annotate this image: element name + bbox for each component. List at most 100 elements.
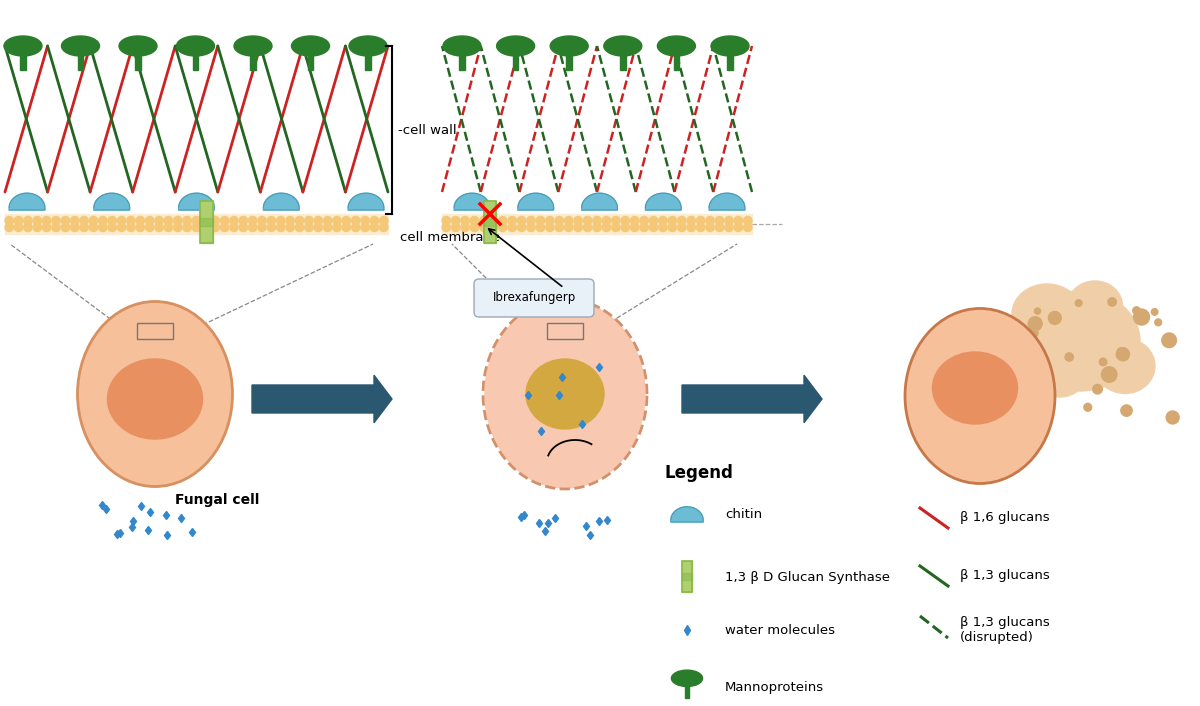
Bar xyxy=(512,50,518,70)
Circle shape xyxy=(1154,319,1162,325)
Bar xyxy=(5,214,388,234)
Circle shape xyxy=(564,223,572,232)
Circle shape xyxy=(556,223,564,232)
Circle shape xyxy=(258,217,266,225)
Circle shape xyxy=(98,223,107,232)
Bar xyxy=(5,24,388,244)
Circle shape xyxy=(71,217,79,225)
Ellipse shape xyxy=(710,36,749,56)
Polygon shape xyxy=(179,193,215,210)
Circle shape xyxy=(442,223,450,232)
Bar xyxy=(566,50,572,70)
Ellipse shape xyxy=(1020,291,1140,391)
Circle shape xyxy=(268,223,276,232)
Circle shape xyxy=(688,217,696,225)
FancyArrow shape xyxy=(252,375,392,423)
Text: β 1,3 glucans: β 1,3 glucans xyxy=(960,570,1050,582)
Text: chitin: chitin xyxy=(725,508,762,520)
FancyArrow shape xyxy=(682,375,822,423)
Circle shape xyxy=(612,223,620,232)
Circle shape xyxy=(461,217,469,225)
Circle shape xyxy=(678,223,686,232)
Circle shape xyxy=(498,223,506,232)
Circle shape xyxy=(324,223,332,232)
Circle shape xyxy=(108,217,116,225)
Ellipse shape xyxy=(4,36,42,56)
Circle shape xyxy=(61,223,70,232)
Bar xyxy=(484,201,496,243)
Circle shape xyxy=(182,223,191,232)
Circle shape xyxy=(630,223,638,232)
Circle shape xyxy=(470,223,479,232)
Circle shape xyxy=(536,217,545,225)
Ellipse shape xyxy=(551,36,588,56)
Ellipse shape xyxy=(526,359,604,429)
Circle shape xyxy=(1028,328,1038,337)
Ellipse shape xyxy=(78,301,233,486)
Circle shape xyxy=(286,223,294,232)
Bar xyxy=(683,561,691,592)
Text: Ibrexafungerp: Ibrexafungerp xyxy=(492,292,576,304)
Circle shape xyxy=(268,217,276,225)
Circle shape xyxy=(490,223,498,232)
Circle shape xyxy=(361,217,370,225)
Circle shape xyxy=(42,223,50,232)
Circle shape xyxy=(314,217,323,225)
Circle shape xyxy=(1117,348,1124,354)
Circle shape xyxy=(480,223,488,232)
Circle shape xyxy=(744,223,752,232)
Circle shape xyxy=(295,223,304,232)
Circle shape xyxy=(490,217,498,225)
Circle shape xyxy=(361,223,370,232)
Bar xyxy=(307,50,313,70)
Circle shape xyxy=(734,217,743,225)
Circle shape xyxy=(108,223,116,232)
Circle shape xyxy=(5,217,13,225)
Circle shape xyxy=(546,217,554,225)
Circle shape xyxy=(342,217,350,225)
Circle shape xyxy=(649,217,658,225)
Circle shape xyxy=(145,217,154,225)
Circle shape xyxy=(248,217,257,225)
Ellipse shape xyxy=(658,36,696,56)
Circle shape xyxy=(136,217,144,225)
Polygon shape xyxy=(348,193,384,210)
Circle shape xyxy=(127,223,136,232)
Bar xyxy=(727,50,733,70)
Circle shape xyxy=(305,223,313,232)
Circle shape xyxy=(649,223,658,232)
Ellipse shape xyxy=(61,36,100,56)
Circle shape xyxy=(98,217,107,225)
Circle shape xyxy=(14,217,23,225)
Circle shape xyxy=(602,223,611,232)
Circle shape xyxy=(688,223,696,232)
Circle shape xyxy=(1034,308,1040,314)
Circle shape xyxy=(498,217,506,225)
Circle shape xyxy=(517,223,526,232)
Polygon shape xyxy=(263,193,299,210)
Circle shape xyxy=(546,223,554,232)
Circle shape xyxy=(352,223,360,232)
Circle shape xyxy=(715,223,724,232)
Ellipse shape xyxy=(497,36,535,56)
Circle shape xyxy=(89,217,97,225)
Text: β 1,6 glucans: β 1,6 glucans xyxy=(960,512,1050,525)
Circle shape xyxy=(352,217,360,225)
Circle shape xyxy=(1024,370,1034,381)
Circle shape xyxy=(1084,403,1092,411)
Bar xyxy=(683,561,691,592)
Circle shape xyxy=(286,217,294,225)
Circle shape xyxy=(668,223,677,232)
Circle shape xyxy=(715,217,724,225)
Text: water molecules: water molecules xyxy=(725,623,835,637)
Circle shape xyxy=(239,217,247,225)
Polygon shape xyxy=(454,193,490,210)
Circle shape xyxy=(734,223,743,232)
Circle shape xyxy=(1121,405,1132,417)
Circle shape xyxy=(583,223,592,232)
Circle shape xyxy=(1134,309,1150,325)
Circle shape xyxy=(1099,358,1106,366)
Circle shape xyxy=(229,223,238,232)
Circle shape xyxy=(1166,411,1180,424)
Circle shape xyxy=(1162,333,1176,347)
